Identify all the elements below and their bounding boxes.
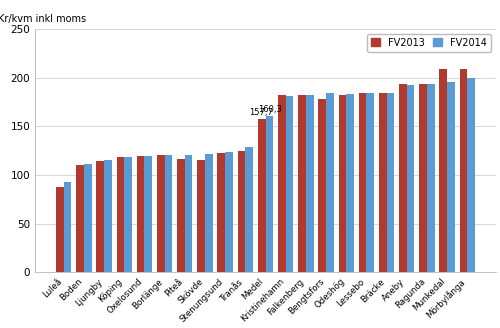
Bar [427,84,434,272]
Bar [177,159,185,272]
Bar [318,99,326,272]
Legend: FV2013, FV2014: FV2013, FV2014 [366,34,491,52]
Bar [419,84,427,272]
Bar [286,96,294,272]
Bar [460,69,467,272]
Text: 157,7: 157,7 [248,108,272,117]
Bar [185,155,192,272]
Bar [467,78,475,272]
Text: 160,3: 160,3 [258,105,282,114]
Bar [84,164,92,272]
Bar [124,157,132,272]
Bar [326,93,334,272]
Bar [358,93,366,272]
Bar [338,95,346,272]
Bar [218,153,225,272]
Text: Kr/kvm inkl moms: Kr/kvm inkl moms [0,14,86,24]
Bar [225,152,233,272]
Bar [266,116,273,272]
Bar [76,165,84,272]
Bar [164,155,172,272]
Bar [278,95,285,272]
Bar [137,156,144,272]
Bar [144,156,152,272]
Bar [440,69,447,272]
Bar [298,95,306,272]
Bar [399,85,406,272]
Bar [198,160,205,272]
Bar [379,93,386,272]
Bar [386,93,394,272]
Bar [64,182,72,272]
Bar [56,187,64,272]
Bar [238,151,246,272]
Bar [96,161,104,272]
Bar [306,95,314,272]
Bar [104,160,112,272]
Bar [366,93,374,272]
Bar [116,157,124,272]
Bar [346,94,354,272]
Bar [258,119,266,272]
Bar [406,86,414,272]
Bar [447,82,454,272]
Bar [246,147,253,272]
Bar [205,154,212,272]
Bar [157,155,164,272]
